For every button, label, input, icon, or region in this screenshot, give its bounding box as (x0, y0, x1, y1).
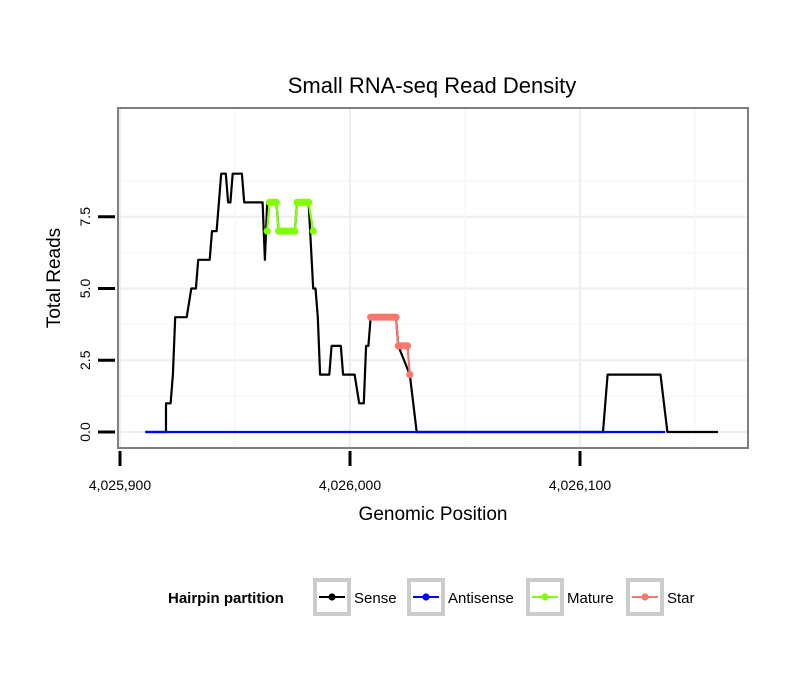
legend-item-sense: Sense (313, 578, 397, 616)
series-mature (263, 198, 317, 235)
legend-label-sense: Sense (354, 590, 397, 607)
plot-panel (118, 108, 748, 448)
legend-title: Hairpin partition (168, 590, 284, 607)
y-tick-label: 0.0 (77, 422, 93, 442)
plot-border (117, 107, 749, 449)
x-tick-label: 4,025,900 (89, 477, 151, 493)
legend-label-star: Star (667, 590, 695, 607)
legend-label-antisense: Antisense (448, 590, 514, 607)
data-point-star (392, 313, 400, 321)
chart-title: Small RNA-seq Read Density (288, 73, 577, 98)
legend-key-point (541, 593, 549, 601)
legend-label-mature: Mature (567, 590, 614, 607)
y-axis-title: Total Reads (44, 228, 65, 328)
x-tick-label: 4,026,100 (549, 477, 611, 493)
legend: Hairpin partition Sense Antisense Mature St… (168, 578, 695, 616)
data-point-star (403, 342, 412, 350)
series-star (367, 313, 414, 379)
y-tick-label: 5.0 (77, 279, 93, 299)
legend-item-star: Star (626, 578, 695, 616)
legend-key-point (328, 593, 336, 601)
legend-key-point (422, 593, 430, 601)
legend-key-point (641, 593, 649, 601)
legend-item-antisense: Antisense (407, 578, 514, 616)
data-point-mature (291, 227, 299, 235)
x-axis-title: Genomic Position (359, 504, 508, 525)
y-tick-label: 2.5 (77, 350, 93, 370)
data-point-mature (305, 198, 313, 206)
grid-lines (118, 108, 748, 448)
data-point-mature (272, 198, 280, 206)
series-layer (145, 172, 718, 434)
data-point-mature (309, 227, 317, 235)
y-tick-label: 7.5 (77, 207, 93, 227)
y-axis: 0.0 2.5 5.0 7.5 (77, 207, 115, 442)
legend-item-mature: Mature (526, 578, 614, 616)
x-axis: 4,025,900 4,026,000 4,026,100 (89, 451, 611, 493)
data-point-star (406, 371, 414, 379)
data-point-mature (263, 227, 271, 235)
x-tick-label: 4,026,000 (319, 477, 381, 493)
